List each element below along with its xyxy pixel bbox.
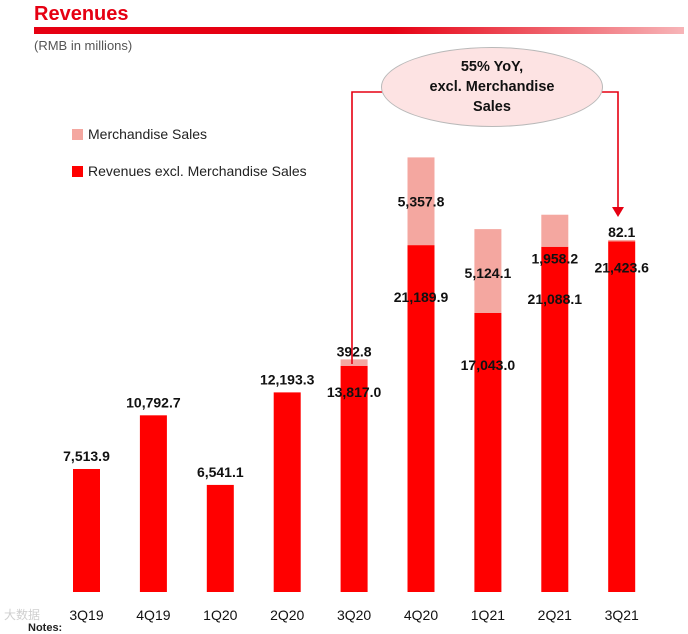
chart-title: Revenues bbox=[34, 3, 129, 25]
legend-label-revenues-excl: Revenues excl. Merchandise Sales bbox=[88, 163, 307, 179]
x-tick-2Q20: 2Q20 bbox=[270, 607, 304, 623]
label-3Q20-merchandise: 392.8 bbox=[337, 343, 372, 359]
bar-2Q21-merchandise bbox=[541, 214, 569, 247]
x-tick-4Q19: 4Q19 bbox=[136, 607, 170, 623]
bar-3Q21-revenues-excl bbox=[608, 241, 636, 593]
legend-item-merchandise-sales: Merchandise Sales bbox=[72, 126, 207, 142]
bar-4Q20-revenues-excl bbox=[407, 245, 435, 592]
label-1Q21-revenues-excl: 17,043.0 bbox=[461, 357, 516, 373]
label-2Q21-merchandise: 1,958.2 bbox=[531, 251, 578, 267]
callout-arrow-left bbox=[351, 91, 382, 364]
x-tick-2Q21: 2Q21 bbox=[538, 607, 572, 623]
legend-label-merchandise: Merchandise Sales bbox=[88, 126, 208, 142]
legend-swatch-revenues-excl bbox=[72, 165, 83, 177]
legend-swatch-merchandise bbox=[72, 128, 83, 140]
label-2Q20-revenues-excl: 12,193.3 bbox=[260, 371, 315, 387]
label-3Q21-merchandise: 82.1 bbox=[608, 224, 635, 240]
bar-3Q20-merchandise bbox=[340, 359, 368, 366]
bar-4Q20-merchandise bbox=[407, 157, 435, 246]
x-tick-1Q21: 1Q21 bbox=[471, 607, 505, 623]
label-3Q21-revenues-excl: 21,423.6 bbox=[594, 259, 649, 275]
label-2Q21-revenues-excl: 21,088.1 bbox=[528, 291, 583, 307]
label-1Q21-merchandise: 5,124.1 bbox=[465, 265, 512, 281]
bar-1Q20-revenues-excl bbox=[206, 484, 234, 592]
bar-2Q20-revenues-excl bbox=[273, 392, 301, 592]
label-4Q20-revenues-excl: 21,189.9 bbox=[394, 289, 449, 305]
bar-3Q21-merchandise bbox=[608, 239, 636, 242]
x-axis-ticks: 3Q19 4Q19 1Q20 2Q20 3Q20 4Q20 1Q21 2Q21 3Q21 bbox=[69, 607, 639, 623]
notes-label: Notes: bbox=[28, 622, 63, 634]
label-1Q20-revenues-excl: 6,541.1 bbox=[197, 464, 244, 480]
bar-1Q21-revenues-excl bbox=[474, 312, 502, 592]
bar-1Q21-merchandise bbox=[474, 229, 502, 313]
bar-3Q20-revenues-excl bbox=[340, 365, 368, 592]
bar-2Q21-revenues-excl bbox=[541, 246, 569, 592]
watermark: 大数据 bbox=[4, 608, 41, 622]
x-tick-4Q20: 4Q20 bbox=[404, 607, 438, 623]
bar-3Q19-revenues-excl bbox=[73, 468, 100, 592]
legend-item-revenues-excl: Revenues excl. Merchandise Sales bbox=[72, 163, 307, 179]
chart-subtitle: (RMB in millions) bbox=[34, 38, 133, 53]
data-labels-layer: 7,513.9 10,792.7 6,541.1 12,193.3 13,817.0 39… bbox=[63, 193, 649, 480]
callout-bubble: 55% YoY, excl. Merchandise Sales bbox=[381, 47, 603, 127]
callout-arrow-head bbox=[612, 207, 624, 217]
x-tick-1Q20: 1Q20 bbox=[203, 607, 237, 623]
label-3Q19-revenues-excl: 7,513.9 bbox=[63, 448, 110, 464]
callout-arrow-right bbox=[602, 91, 619, 207]
x-tick-3Q21: 3Q21 bbox=[605, 607, 639, 623]
label-3Q20-revenues-excl: 13,817.0 bbox=[327, 384, 382, 400]
title-underline bbox=[34, 27, 684, 34]
bars-layer bbox=[73, 157, 636, 593]
x-tick-3Q19: 3Q19 bbox=[69, 607, 103, 623]
x-tick-3Q20: 3Q20 bbox=[337, 607, 371, 623]
bar-4Q19-revenues-excl bbox=[139, 415, 167, 592]
label-4Q19-revenues-excl: 10,792.7 bbox=[126, 394, 181, 410]
label-4Q20-merchandise: 5,357.8 bbox=[398, 193, 445, 209]
